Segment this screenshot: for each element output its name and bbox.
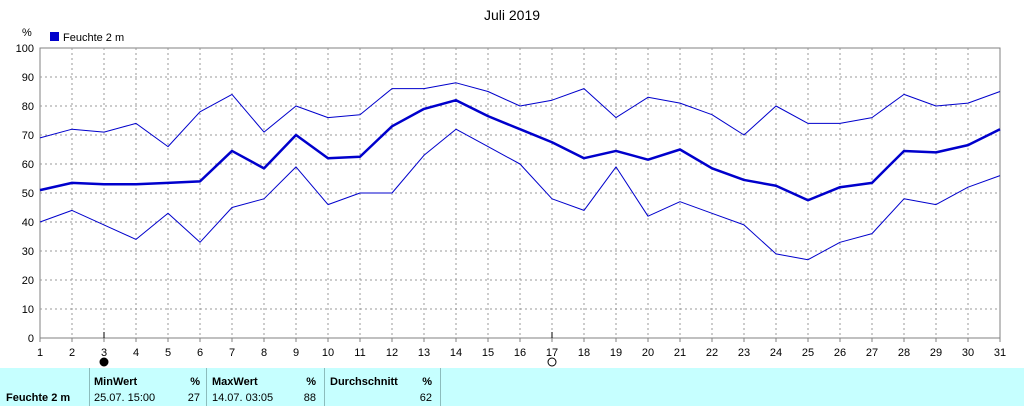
y-tick-label: 0 bbox=[28, 333, 34, 345]
x-tick-label: 4 bbox=[133, 347, 139, 359]
y-tick-labels: 0 10 20 30 40 50 60 70 80 90 100 bbox=[16, 43, 34, 345]
x-tick-label: 1 bbox=[37, 347, 43, 359]
x-tick-label: 21 bbox=[674, 347, 686, 359]
series-lines bbox=[39, 82, 1001, 261]
min-value-cell: MinWert % 25.07. 15:00 27 bbox=[90, 368, 207, 406]
x-tick-label: 10 bbox=[322, 347, 334, 359]
chart-title: Juli 2019 bbox=[484, 7, 540, 23]
x-tick-label: 26 bbox=[834, 347, 846, 359]
max-value-cell: MaxWert % 14.07. 03:05 88 bbox=[207, 368, 325, 406]
average-cell: Durchschnitt % 62 bbox=[325, 368, 441, 406]
min-time: 25.07. 15:00 bbox=[94, 392, 156, 404]
max-unit: % bbox=[306, 376, 316, 388]
y-tick-label: 40 bbox=[22, 217, 34, 229]
stats-row-label-cell: Feuchte 2 m bbox=[0, 368, 90, 406]
mean-humidity-line bbox=[39, 98, 1001, 202]
max-value: 88 bbox=[303, 392, 316, 404]
x-tick-label: 20 bbox=[642, 347, 654, 359]
x-tick-label: 30 bbox=[962, 347, 974, 359]
legend-swatch bbox=[50, 32, 59, 41]
average-unit: % bbox=[422, 376, 432, 388]
y-tick-label: 10 bbox=[22, 304, 34, 316]
y-axis-unit: % bbox=[22, 27, 32, 39]
y-tick-label: 90 bbox=[22, 72, 34, 84]
x-tick-label: 12 bbox=[386, 347, 398, 359]
min-humidity-line bbox=[39, 128, 1001, 261]
x-tick-label: 8 bbox=[261, 347, 267, 359]
statistics-panel: Feuchte 2 m MinWert % 25.07. 15:00 27 Ma… bbox=[0, 368, 1024, 406]
humidity-chart: Juli 2019 % Feuchte 2 m 0 10 20 30 40 50 60 70 8… bbox=[16, 7, 1006, 367]
y-tick-label: 30 bbox=[22, 246, 34, 258]
max-header: MaxWert bbox=[212, 376, 258, 388]
x-tick-label: 7 bbox=[229, 347, 235, 359]
average-header: Durchschnitt bbox=[330, 376, 398, 388]
x-tick-label: 29 bbox=[930, 347, 942, 359]
min-unit: % bbox=[190, 376, 200, 388]
max-humidity-line bbox=[39, 82, 1001, 148]
x-tick-labels: 1 2 3 4 5 6 7 8 9 10 11 12 13 14 15 16 17 18 19 20 21 22 23 24 2… bbox=[37, 347, 1006, 359]
y-tick-label: 20 bbox=[22, 275, 34, 287]
y-tick-label: 100 bbox=[16, 43, 34, 55]
moon-phase-markers bbox=[99, 332, 557, 367]
x-tick-label: 15 bbox=[482, 347, 494, 359]
x-tick-label: 28 bbox=[898, 347, 910, 359]
x-tick-label: 22 bbox=[706, 347, 718, 359]
legend-label: Feuchte 2 m bbox=[63, 32, 124, 44]
max-time: 14.07. 03:05 bbox=[212, 392, 274, 404]
new-moon-icon bbox=[99, 357, 109, 367]
x-tick-label: 3 bbox=[101, 347, 107, 359]
x-tick-label: 19 bbox=[610, 347, 622, 359]
y-tick-label: 70 bbox=[22, 130, 34, 142]
y-tick-label: 80 bbox=[22, 101, 34, 113]
y-tick-label: 60 bbox=[22, 159, 34, 171]
grid-lines bbox=[39, 48, 1001, 342]
x-tick-label: 13 bbox=[418, 347, 430, 359]
x-tick-label: 24 bbox=[770, 347, 782, 359]
x-tick-label: 5 bbox=[165, 347, 171, 359]
x-tick-label: 9 bbox=[293, 347, 299, 359]
x-tick-label: 25 bbox=[802, 347, 814, 359]
x-tick-label: 2 bbox=[69, 347, 75, 359]
min-value: 27 bbox=[187, 392, 200, 404]
x-tick-label: 18 bbox=[578, 347, 590, 359]
min-header: MinWert bbox=[94, 376, 138, 388]
stats-row-label: Feuchte 2 m bbox=[6, 392, 71, 404]
x-tick-label: 16 bbox=[514, 347, 526, 359]
x-tick-label: 11 bbox=[354, 347, 365, 359]
full-moon-icon bbox=[547, 357, 557, 367]
x-tick-label: 6 bbox=[197, 347, 203, 359]
x-tick-label: 14 bbox=[450, 347, 462, 359]
x-tick-label: 23 bbox=[738, 347, 750, 359]
x-tick-label: 31 bbox=[994, 347, 1006, 359]
average-value: 62 bbox=[419, 392, 432, 404]
x-tick-label: 27 bbox=[866, 347, 878, 359]
x-tick-label: 17 bbox=[546, 347, 558, 359]
y-tick-label: 50 bbox=[22, 188, 34, 200]
